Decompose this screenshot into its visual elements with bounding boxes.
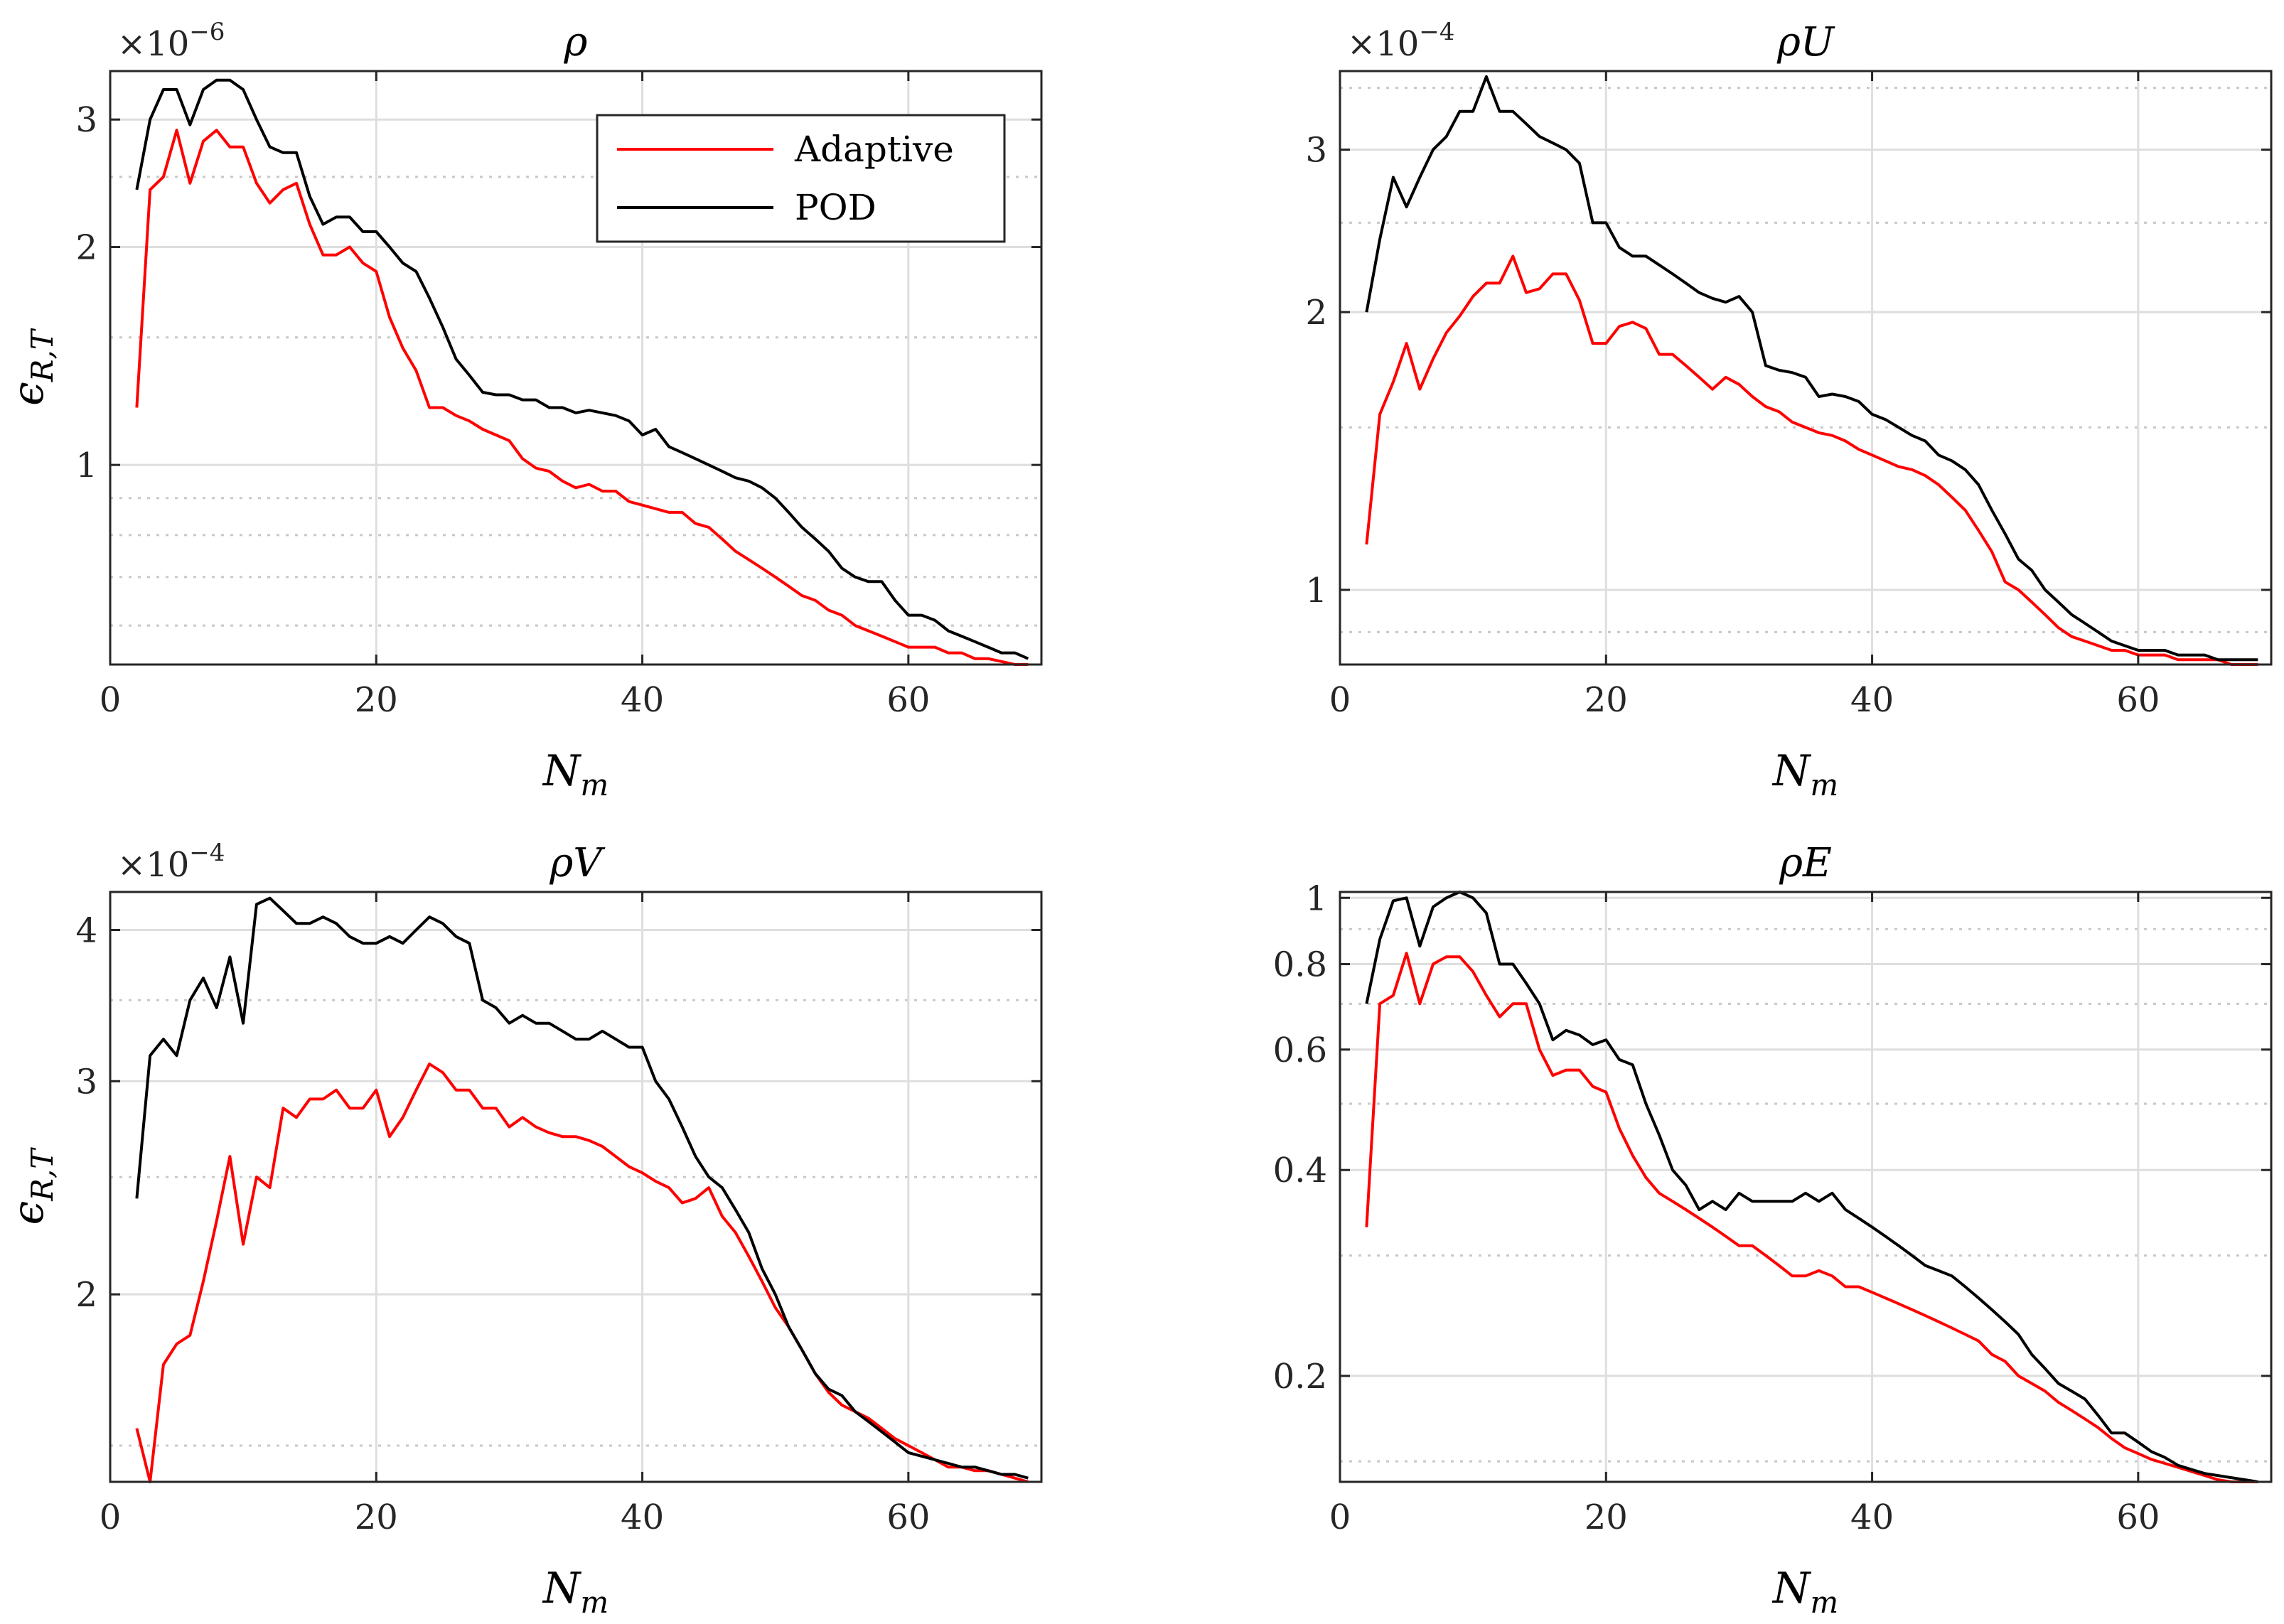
x-tick-label: 40: [621, 1497, 664, 1537]
y-axis-label: ϵR,T: [4, 1147, 60, 1225]
y-tick-label: 3: [1305, 131, 1327, 171]
x-axis-label: Nm: [542, 746, 608, 802]
x-tick-label: 20: [355, 1497, 398, 1537]
axes-frame: [109, 70, 1043, 666]
x-tick-label: 40: [1850, 1497, 1894, 1537]
y-tick-label: 0.4: [1273, 1151, 1327, 1190]
chart-panel-4: 0 20 40 60 0.2 0.4 0.6 0.8 1 ρE Nm: [1273, 840, 2273, 1620]
x-tick-label: 20: [1585, 1497, 1628, 1537]
axes-frame: [1339, 891, 2273, 1483]
x-axis-label: Nm: [1771, 1564, 1838, 1620]
y-tick-label: 2: [75, 1275, 97, 1315]
x-axis-label: Nm: [542, 1564, 608, 1620]
y-tick-label: 3: [75, 100, 97, 140]
chart-panel-2: 0 20 40 60 1 2 3 ρU ×10−4 Nm: [1305, 18, 2273, 802]
legend-label-pod: POD: [795, 187, 876, 228]
legend: Adaptive POD: [596, 114, 1006, 243]
chart-panel-3: 0 20 40 60 2 3 4 ρV ×10−4 Nm ϵR,T: [4, 839, 1043, 1620]
y-tick-label: 1: [75, 446, 97, 485]
y-axis-label: ϵR,T: [4, 328, 60, 406]
y-tick-label: 0.2: [1273, 1357, 1327, 1397]
y-tick-label: 0.6: [1273, 1031, 1327, 1070]
series-line-pod: [135, 78, 1029, 660]
x-tick-label: 60: [886, 680, 930, 720]
axis-multiplier: ×10−6: [117, 18, 225, 64]
legend-box: [596, 114, 1006, 243]
x-tick-label: 40: [621, 680, 664, 720]
chart-title: ρV: [549, 840, 606, 886]
x-tick-label: 40: [1850, 680, 1894, 720]
x-axis-label: Nm: [1771, 746, 1838, 802]
chart-title: ρU: [1776, 19, 1835, 65]
y-tick-label: 2: [75, 228, 97, 268]
x-tick-label: 0: [100, 680, 122, 720]
series-line-adaptive: [1365, 254, 2258, 666]
series-line-pod: [135, 896, 1029, 1480]
y-tick-label: 1: [1305, 571, 1327, 611]
y-tick-label: 1: [1305, 878, 1327, 918]
axis-multiplier: ×10−4: [117, 839, 225, 885]
x-tick-label: 60: [2116, 1497, 2160, 1537]
chart-title: ρ: [564, 19, 588, 65]
legend-label-adaptive: Adaptive: [794, 129, 954, 170]
series-line-pod: [1365, 75, 2258, 662]
x-tick-label: 0: [100, 1497, 122, 1537]
y-tick-label: 0.8: [1273, 945, 1327, 985]
x-tick-label: 0: [1329, 1497, 1351, 1537]
y-tick-label: 4: [75, 910, 97, 950]
chart-title: ρE: [1779, 840, 1832, 886]
x-tick-label: 20: [355, 680, 398, 720]
axis-multiplier: ×10−4: [1347, 18, 1454, 64]
x-tick-label: 60: [2116, 680, 2160, 720]
x-tick-label: 20: [1585, 680, 1628, 720]
series-line-pod: [1365, 891, 2258, 1483]
axes-frame: [1339, 70, 2273, 666]
y-tick-label: 3: [75, 1062, 97, 1102]
series-line-adaptive: [135, 129, 1029, 666]
y-tick-label: 2: [1305, 293, 1327, 333]
series-line-adaptive: [135, 1063, 1029, 1483]
x-tick-label: 60: [886, 1497, 930, 1537]
axes-frame: [109, 891, 1043, 1483]
series-line-adaptive: [1365, 952, 2258, 1483]
x-tick-label: 0: [1329, 680, 1351, 720]
